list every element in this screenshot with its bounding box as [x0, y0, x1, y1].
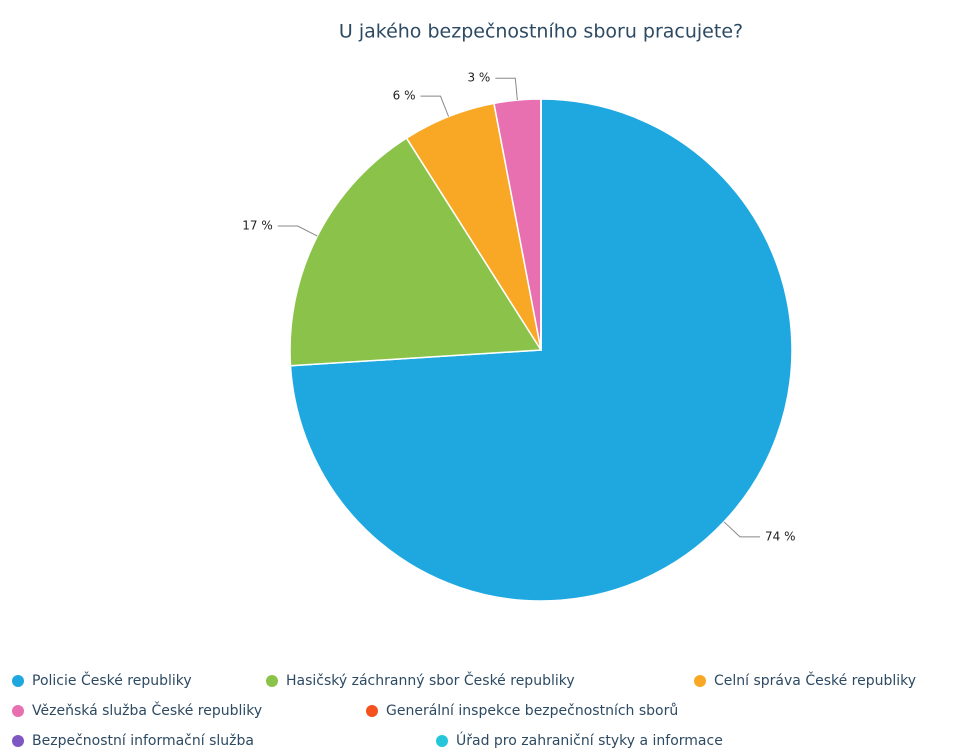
leader-line: [420, 95, 450, 117]
legend-marker: [436, 735, 448, 747]
data-label: 3 %: [467, 71, 490, 85]
leader-line: [277, 225, 318, 237]
leader-line: [495, 77, 518, 101]
legend-label: Policie České republiky: [32, 671, 192, 689]
chart-title: U jakého bezpečnostního sboru pracujete?: [339, 21, 743, 43]
legend-marker: [12, 675, 24, 687]
data-label: 17 %: [242, 219, 273, 233]
legend-label: Úřad pro zahraniční styky a informace: [456, 731, 723, 749]
legend-label: Hasičský záchranný sbor České republiky: [286, 671, 575, 689]
legend-label: Generální inspekce bezpečnostních sborů: [386, 703, 678, 719]
legend-marker: [266, 675, 278, 687]
data-label: 6 %: [393, 89, 416, 103]
legend-marker: [694, 675, 706, 687]
legend-marker: [12, 735, 24, 747]
legend-label: Vězeňská služba České republiky: [32, 701, 262, 719]
legend-marker: [12, 705, 24, 717]
leader-line: [723, 521, 761, 538]
data-label: 74 %: [765, 529, 796, 543]
legend-label: Bezpečnostní informační služba: [32, 733, 254, 749]
pie-slice: [289, 137, 543, 367]
legend-label: Celní správa České republiky: [714, 671, 916, 689]
legend-marker: [366, 705, 378, 717]
